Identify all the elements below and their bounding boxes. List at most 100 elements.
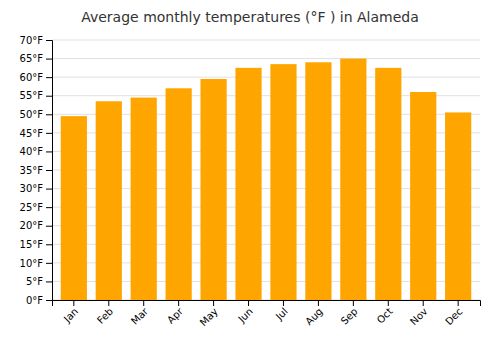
bar xyxy=(200,79,226,300)
y-tick-label: 60°F xyxy=(20,72,44,83)
x-tick-label: May xyxy=(198,306,220,328)
bar xyxy=(445,112,471,300)
y-tick: 0°F xyxy=(26,295,52,306)
x-tick: Sep xyxy=(339,300,360,327)
y-tick-mark xyxy=(46,40,52,41)
x-tick-label: Jun xyxy=(235,306,255,326)
x-tick-mark xyxy=(423,300,424,306)
y-tick: 35°F xyxy=(20,165,52,176)
y-tick-label: 40°F xyxy=(20,146,44,157)
grid-line xyxy=(52,40,480,41)
y-tick-label: 10°F xyxy=(20,258,44,269)
y-tick-label: 5°F xyxy=(26,276,43,287)
y-tick-mark xyxy=(46,226,52,227)
y-tick: 20°F xyxy=(20,220,52,231)
y-tick: 65°F xyxy=(20,53,52,64)
x-tick: Feb xyxy=(95,300,115,326)
x-tick: Dec xyxy=(443,300,464,327)
y-tick: 45°F xyxy=(20,128,52,139)
y-tick-label: 15°F xyxy=(20,239,44,250)
y-tick: 25°F xyxy=(20,202,52,213)
plot: Jan Feb Mar Apr May Jun Jul Aug Sep Oct Nov Dec 0°F 5… xyxy=(20,35,481,328)
y-tick-mark xyxy=(46,151,52,152)
y-tick-mark xyxy=(46,263,52,264)
x-tick-mark xyxy=(213,300,214,306)
x-tick-mark xyxy=(388,300,389,306)
bar xyxy=(166,88,192,300)
y-tick-mark xyxy=(46,77,52,78)
x-tick-label: Oct xyxy=(375,306,395,326)
x-tick: Oct xyxy=(375,300,395,326)
y-tick: 15°F xyxy=(20,239,52,250)
y-tick-mark xyxy=(46,114,52,115)
title: Average monthly temperatures (°F ) in Al… xyxy=(81,9,419,25)
y-tick-label: 70°F xyxy=(20,35,44,46)
x-axis: Jan Feb Mar Apr May Jun Jul Aug Sep Oct Nov Dec xyxy=(53,300,481,328)
y-tick-mark xyxy=(46,300,52,301)
y-tick-mark xyxy=(46,244,52,245)
x-tick-mark xyxy=(178,300,179,306)
y-tick-mark xyxy=(46,281,52,282)
y-tick-label: 35°F xyxy=(20,165,44,176)
y-tick-label: 0°F xyxy=(26,295,43,306)
y-tick: 30°F xyxy=(20,183,52,194)
x-tick-mark xyxy=(143,300,144,306)
y-tick: 10°F xyxy=(20,258,52,269)
bar xyxy=(270,64,296,300)
x-tick: May xyxy=(198,300,220,328)
y-tick-label: 20°F xyxy=(20,220,44,231)
y-tick: 50°F xyxy=(20,109,52,120)
bar xyxy=(305,62,331,300)
x-tick-mark xyxy=(108,300,109,306)
x-tick-label: Dec xyxy=(443,306,464,327)
x-tick-mark xyxy=(318,300,319,306)
grid-line xyxy=(52,77,480,78)
bar xyxy=(131,98,157,300)
y-axis-line xyxy=(46,41,53,301)
x-tick-label: Jan xyxy=(61,306,80,325)
grid-line xyxy=(52,58,480,59)
x-tick-label: Jul xyxy=(273,306,290,323)
x-axis-line xyxy=(53,301,481,307)
bar xyxy=(61,116,87,300)
bars xyxy=(61,59,472,300)
y-tick-mark xyxy=(46,189,52,190)
chart: Jan Feb Mar Apr May Jun Jul Aug Sep Oct Nov Dec 0°F 5… xyxy=(0,0,500,350)
bar xyxy=(375,68,401,300)
y-tick-mark xyxy=(46,133,52,134)
y-tick-mark xyxy=(46,96,52,97)
y-tick-mark xyxy=(46,59,52,60)
grid xyxy=(52,40,480,300)
y-tick: 5°F xyxy=(26,276,52,287)
x-tick-label: Aug xyxy=(303,306,325,328)
y-tick-label: 65°F xyxy=(20,53,44,64)
y-tick-mark xyxy=(46,207,52,208)
y-tick: 40°F xyxy=(20,146,52,157)
x-tick-label: Mar xyxy=(129,305,151,327)
x-tick-mark xyxy=(248,300,249,306)
y-tick-label: 45°F xyxy=(20,128,44,139)
x-tick-label: Nov xyxy=(408,306,430,328)
y-tick-mark xyxy=(46,170,52,171)
bar xyxy=(410,92,436,300)
x-tick-label: Feb xyxy=(95,306,115,326)
y-tick: 60°F xyxy=(20,72,52,83)
y-tick-label: 55°F xyxy=(20,90,44,101)
x-tick: Nov xyxy=(408,300,430,327)
x-tick: Apr xyxy=(165,300,186,326)
x-tick: Mar xyxy=(129,300,151,327)
x-tick-mark xyxy=(458,300,459,306)
bar xyxy=(235,68,261,300)
x-tick: Aug xyxy=(303,300,325,327)
bar xyxy=(96,101,122,300)
y-tick-label: 30°F xyxy=(20,183,44,194)
x-tick-mark xyxy=(353,300,354,306)
y-tick: 70°F xyxy=(20,35,52,46)
x-tick: Jan xyxy=(61,300,80,325)
y-tick: 55°F xyxy=(20,90,52,101)
x-tick-mark xyxy=(73,300,74,306)
x-tick-label: Apr xyxy=(165,305,186,326)
x-tick-mark xyxy=(283,300,284,306)
x-tick: Jul xyxy=(273,300,290,323)
y-tick-label: 25°F xyxy=(20,202,44,213)
